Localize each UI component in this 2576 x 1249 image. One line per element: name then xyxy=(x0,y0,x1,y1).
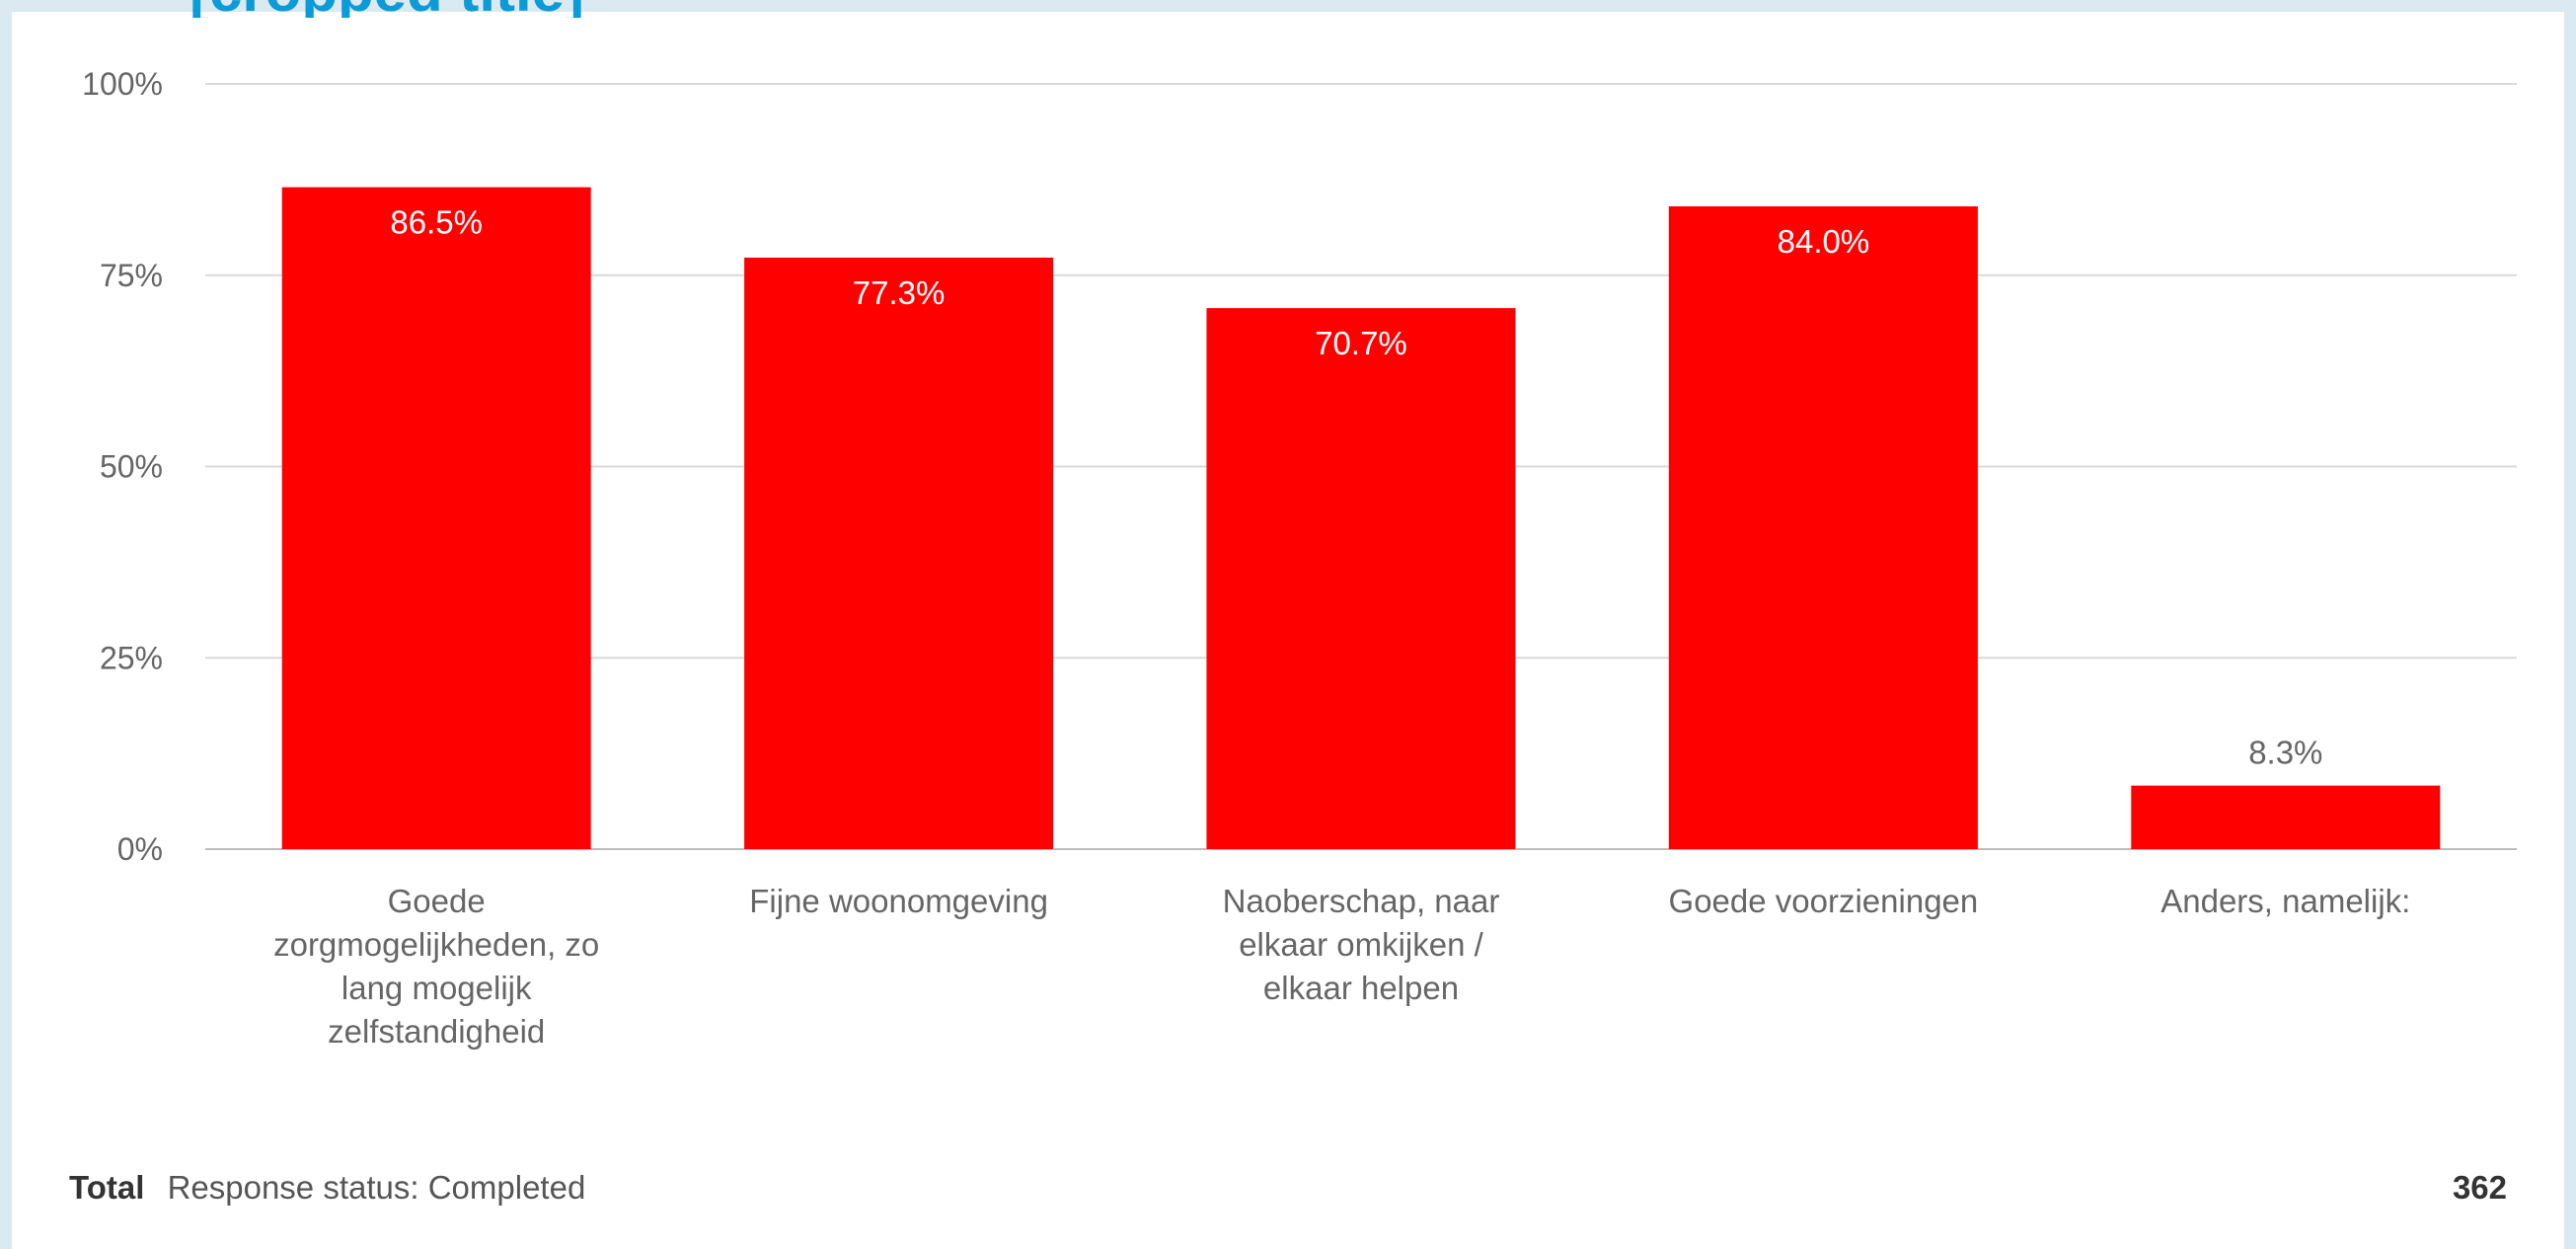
page-title: [cropped title] xyxy=(189,0,940,18)
page-title-text: [cropped title] xyxy=(189,0,584,18)
x-tick-label: elkaar helpen xyxy=(1263,970,1459,1006)
bar-chart: 0% 25% 50% 75% 100% 86.5% Goede zorgmogelijkhed… xyxy=(82,66,2517,1050)
bar-value-label: 70.7% xyxy=(1315,325,1407,361)
total-label: Total xyxy=(69,1169,145,1206)
x-tick-label: elkaar omkijken / xyxy=(1239,926,1483,963)
x-tick-label: Fijne woonomgeving xyxy=(749,883,1048,919)
y-tick-label: 0% xyxy=(117,831,163,867)
bar xyxy=(2131,785,2441,849)
x-tick-label: zelfstandigheid xyxy=(328,1013,545,1050)
footer: Total Response status: Completed 362 xyxy=(69,1169,2507,1207)
y-tick-label: 25% xyxy=(100,640,163,675)
chart-panel: [cropped title] 0% 25% 50% 75% 100% 86.5% Goed… xyxy=(12,0,2564,1249)
y-tick-label: 50% xyxy=(100,449,163,485)
bar-value-label: 77.3% xyxy=(853,274,946,311)
bar xyxy=(281,187,591,849)
bar xyxy=(1206,308,1516,849)
x-tick-label: zorgmogelijkheden, zo xyxy=(273,926,599,963)
x-tick-label: Goede xyxy=(388,883,486,919)
x-tick-label: Anders, namelijk: xyxy=(2160,883,2410,919)
bar xyxy=(1668,206,1978,849)
bar-value-label: 84.0% xyxy=(1778,223,1870,260)
bar-value-label: 8.3% xyxy=(2248,735,2322,771)
y-tick-label: 100% xyxy=(82,66,163,102)
x-tick-label: Goede voorzieningen xyxy=(1669,883,1979,919)
y-tick-label: 75% xyxy=(100,258,163,293)
total-count: 362 xyxy=(2452,1169,2507,1206)
x-tick-label: lang mogelijk xyxy=(341,970,532,1006)
bar-value-label: 86.5% xyxy=(390,204,483,241)
bar xyxy=(744,257,1054,849)
response-status: Response status: Completed xyxy=(167,1169,586,1206)
x-tick-label: Naoberschap, naar xyxy=(1223,883,1500,919)
